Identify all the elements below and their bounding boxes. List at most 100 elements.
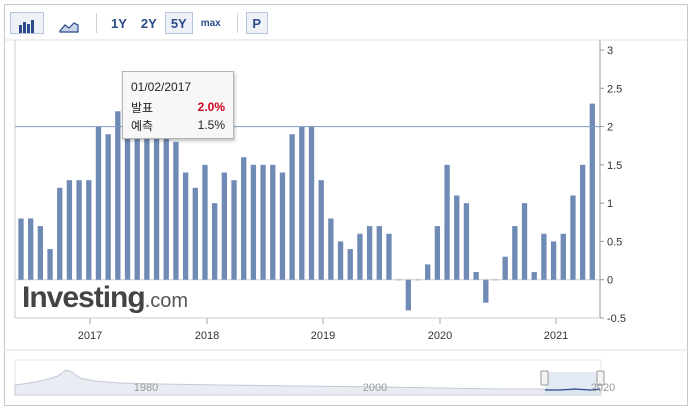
navigator: 1980 2000 2020 — [4, 349, 688, 396]
bar[interactable] — [47, 249, 53, 280]
bar[interactable] — [192, 187, 198, 280]
bar[interactable] — [337, 241, 344, 280]
bar[interactable] — [37, 226, 44, 280]
bar[interactable] — [163, 126, 169, 280]
bar[interactable] — [18, 218, 24, 280]
bar[interactable] — [124, 126, 131, 280]
y-tick-label: -0.5 — [607, 313, 626, 325]
bar[interactable] — [415, 279, 421, 281]
bar[interactable] — [299, 126, 305, 280]
p-button[interactable]: P — [245, 12, 268, 34]
bar[interactable] — [405, 279, 411, 311]
bar[interactable] — [250, 164, 257, 280]
tooltip-date: 01/02/2017 — [131, 80, 192, 94]
bar-chart-button[interactable] — [10, 12, 44, 34]
bar[interactable] — [550, 241, 557, 280]
bar[interactable] — [376, 226, 382, 280]
bar[interactable] — [144, 126, 150, 280]
bar[interactable] — [260, 164, 266, 280]
bar[interactable] — [347, 249, 353, 280]
bar[interactable] — [579, 164, 586, 280]
bar[interactable] — [492, 279, 499, 281]
bar[interactable] — [86, 180, 92, 280]
area-chart-button[interactable] — [52, 12, 86, 34]
toolbar-separator — [96, 13, 97, 33]
bar[interactable] — [328, 218, 334, 280]
investing-logo: Investing.com — [22, 281, 189, 314]
bar[interactable] — [560, 233, 566, 280]
bar[interactable] — [105, 134, 111, 280]
y-tick-label: 0.5 — [607, 236, 622, 248]
y-axis: -0.5 0 0.5 1 1.5 2 2.5 3 — [600, 45, 626, 325]
area-chart-icon — [58, 13, 80, 33]
navigator-label: 1980 — [134, 382, 158, 394]
y-tick-label: 3 — [607, 45, 613, 57]
bar[interactable] — [434, 226, 441, 280]
bar[interactable] — [221, 172, 228, 280]
bar[interactable] — [279, 172, 286, 280]
bar[interactable] — [512, 226, 518, 280]
bar[interactable] — [270, 164, 276, 280]
bar[interactable] — [95, 126, 102, 280]
bar[interactable] — [28, 218, 34, 280]
bar[interactable] — [570, 195, 576, 280]
x-tick-label: 2020 — [428, 330, 452, 342]
bar[interactable] — [366, 226, 373, 280]
x-tick-label: 2018 — [195, 330, 219, 342]
navigator-label: 2000 — [363, 382, 387, 394]
bar[interactable] — [541, 233, 547, 280]
bar[interactable] — [502, 256, 508, 280]
chart-bars — [15, 103, 600, 311]
bar[interactable] — [115, 111, 121, 280]
navigator-right-handle[interactable] — [596, 370, 605, 386]
bar[interactable] — [444, 164, 450, 280]
bar[interactable] — [483, 279, 489, 303]
bar[interactable] — [212, 203, 218, 280]
bar[interactable] — [134, 118, 140, 280]
bar[interactable] — [463, 203, 470, 280]
range-2y-button[interactable]: 2Y — [140, 15, 157, 31]
y-tick-label: 2 — [607, 122, 613, 134]
tooltip-actual-row: 발표 2.0% — [131, 98, 225, 116]
bar[interactable] — [76, 180, 82, 280]
y-tick-label: 1.5 — [607, 160, 622, 172]
range-1y-button[interactable]: 1Y — [111, 15, 127, 31]
bar[interactable] — [153, 126, 160, 280]
bar[interactable] — [231, 180, 237, 280]
chart-grid — [4, 39, 688, 319]
y-tick-label: 0 — [607, 275, 613, 287]
range-max-button[interactable]: max — [200, 17, 221, 29]
bar[interactable] — [454, 195, 460, 280]
tooltip-forecast-row: 예측 1.5% — [131, 116, 225, 134]
bar[interactable] — [182, 172, 189, 280]
range-5y-button[interactable]: 5Y — [164, 12, 193, 34]
bar[interactable] — [308, 126, 315, 280]
tooltip-forecast-value: 1.5% — [197, 118, 225, 132]
navigator-left-handle[interactable] — [540, 370, 549, 386]
bar[interactable] — [386, 233, 392, 280]
data-tooltip: 01/02/2017 발표 2.0% 예측 1.5% — [122, 71, 234, 139]
bar[interactable] — [318, 180, 324, 280]
bar[interactable] — [241, 157, 247, 280]
bar[interactable] — [57, 187, 63, 280]
bar[interactable] — [357, 233, 363, 280]
bar[interactable] — [66, 180, 73, 280]
chart-toolbar: 1Y 2Y 5Y max P — [10, 10, 270, 36]
bar[interactable] — [473, 272, 479, 280]
bar[interactable] — [173, 141, 179, 280]
bar[interactable] — [589, 103, 595, 280]
bar[interactable] — [425, 264, 431, 280]
bar[interactable] — [395, 279, 402, 281]
bar[interactable] — [521, 203, 528, 280]
x-tick-label: 2021 — [544, 330, 568, 342]
bar[interactable] — [289, 134, 295, 280]
x-tick-label: 2017 — [78, 330, 102, 342]
bar-chart-icon — [16, 13, 38, 33]
y-tick-label: 1 — [607, 198, 613, 210]
bar[interactable] — [531, 272, 537, 280]
bar[interactable] — [202, 164, 208, 280]
x-tick-label: 2019 — [311, 330, 335, 342]
tooltip-forecast-label: 예측 — [131, 118, 154, 133]
x-axis: 2017 2018 2019 2020 2021 — [78, 318, 568, 342]
